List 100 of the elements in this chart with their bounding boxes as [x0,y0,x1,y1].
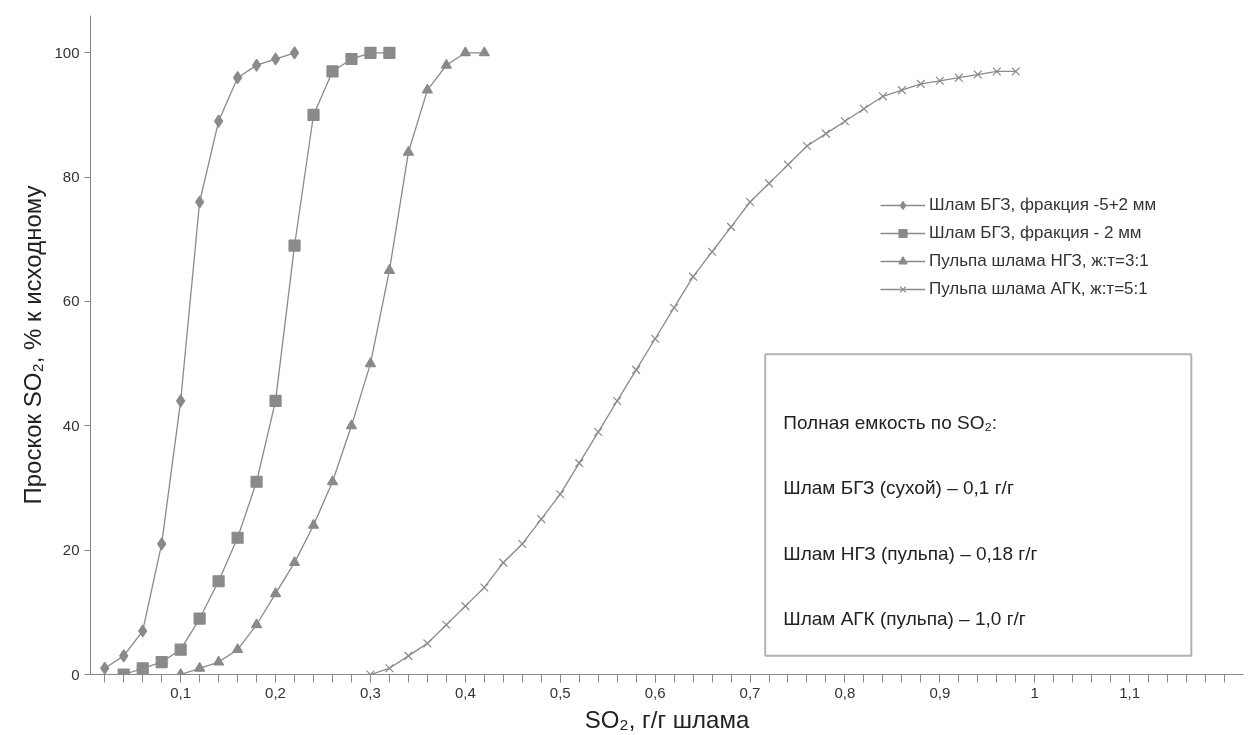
point [992,66,1002,76]
point [479,582,489,592]
point [726,222,736,232]
y-tick-label: 40 [62,416,80,434]
x-tick-label: 0,4 [454,683,476,701]
annotation: Шлам АГК (пульпа) – 1,0 г/г [783,608,1026,630]
point [288,239,301,252]
point [631,365,641,375]
point [764,178,774,188]
point [213,655,225,666]
point [403,651,413,661]
point [802,141,812,151]
point [174,643,187,656]
y-tick-label: 20 [62,541,80,559]
x-tick-label: 0,3 [360,683,381,701]
point [231,531,244,544]
point [954,73,964,83]
point [897,85,907,95]
legend-label: Пульпа шлама НГЗ, ж:т=3:1 [929,251,1149,271]
point [307,108,320,122]
x-tick-label: 0,7 [739,683,761,701]
x-tick-label: 0,1 [170,683,192,701]
point [195,195,205,209]
point [440,58,452,69]
point [176,394,186,408]
point [383,264,396,274]
point [669,303,679,313]
point [326,65,339,78]
point [212,575,225,588]
point [345,419,358,430]
point [536,514,546,524]
point [136,662,149,675]
x-tick-label: 0,2 [265,683,286,701]
point [157,537,167,551]
y-tick-label: 60 [62,292,80,310]
annotation: Полная емкость по SO₂: [783,412,998,434]
point [707,247,717,257]
annotation: Шлам БГЗ (сухой) – 0,1 г/г [783,477,1014,499]
point [859,104,869,114]
point [288,556,301,567]
point [326,475,339,486]
point [251,58,262,72]
point [574,458,584,468]
x-tick-label: 0,8 [834,683,856,701]
point [650,334,660,344]
point [498,558,508,568]
legend-label: Пульпа шлама АГК, ж:т=5:1 [929,279,1148,299]
point [935,76,945,86]
point [612,396,622,406]
x-tick-label: 1,1 [1119,683,1141,701]
point [783,160,793,170]
y-tick-label: 0 [71,665,80,683]
point [155,655,168,669]
x-tick-label: 1 [1030,683,1039,701]
point [289,46,300,60]
point [269,587,282,598]
point [364,46,377,59]
point [214,114,224,128]
point [478,46,490,57]
point [307,518,320,529]
point [100,661,110,675]
point [193,612,206,625]
y-tick-label: 100 [54,43,80,61]
point [232,71,243,85]
point [364,357,377,368]
point [383,46,396,59]
point [1011,66,1021,76]
point [250,475,263,488]
point [194,661,206,672]
point [250,618,263,629]
x-tick-label: 0,6 [644,683,666,701]
point [821,129,831,139]
point [119,649,129,663]
point [345,52,358,66]
point [441,620,451,630]
y-tick-label: 80 [62,168,80,186]
point [688,272,698,282]
point [421,83,433,94]
point [269,394,282,408]
point [422,638,432,648]
x-tick-label: 0,9 [929,683,951,701]
point [270,52,281,66]
point [745,197,755,207]
point [840,116,850,126]
point [460,601,470,611]
point [138,624,148,638]
point [878,91,888,101]
point [231,643,244,654]
point [593,427,603,437]
point [916,79,926,89]
point [459,46,471,57]
y-axis-title: Проскок SO₂, % к исходному [19,185,47,505]
x-tick-label: 0,5 [549,683,571,701]
point [517,539,527,549]
point [555,489,565,499]
point [973,70,983,80]
point [384,663,394,673]
point [402,145,415,156]
x-axis-title: SO₂, г/г шлама [584,705,750,733]
legend-label: Шлам БГЗ, фракция -5+2 мм [929,195,1157,215]
